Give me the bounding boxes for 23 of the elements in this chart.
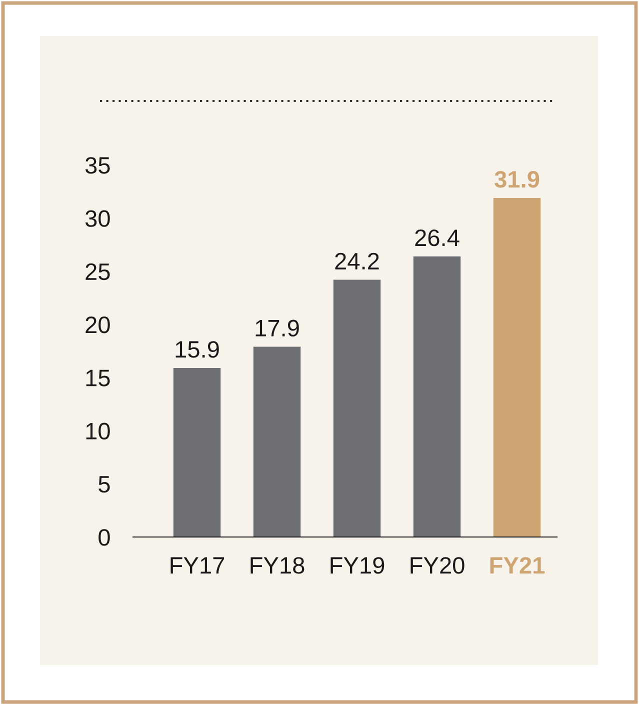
y-tick-label: 35 — [85, 157, 110, 174]
x-tick-label: FY19 — [330, 557, 384, 574]
y-tick-label: 10 — [86, 422, 110, 440]
data-label: 31.9 — [494, 171, 540, 188]
y-tick-label: 30 — [85, 210, 110, 227]
y-tick-label: 0 — [98, 529, 110, 546]
bar — [173, 368, 221, 537]
x-tick-label: FY20 — [410, 557, 464, 574]
bar — [493, 198, 541, 537]
bar — [253, 346, 301, 537]
data-label: 17.9 — [256, 320, 299, 337]
data-label: 15.9 — [176, 341, 219, 358]
x-tick-label: FY18 — [250, 557, 304, 574]
x-tick-label: FY17 — [170, 557, 224, 574]
bar — [413, 256, 461, 537]
y-tick-label: 15 — [86, 370, 110, 386]
data-label: 26.4 — [415, 229, 460, 246]
y-tick-label: 20 — [86, 316, 110, 334]
bar — [333, 280, 381, 537]
x-tick-label: FY21 — [490, 557, 545, 574]
data-label: 24.2 — [335, 252, 379, 270]
y-tick-label: 5 — [98, 476, 110, 493]
y-tick-label: 25 — [86, 263, 110, 280]
